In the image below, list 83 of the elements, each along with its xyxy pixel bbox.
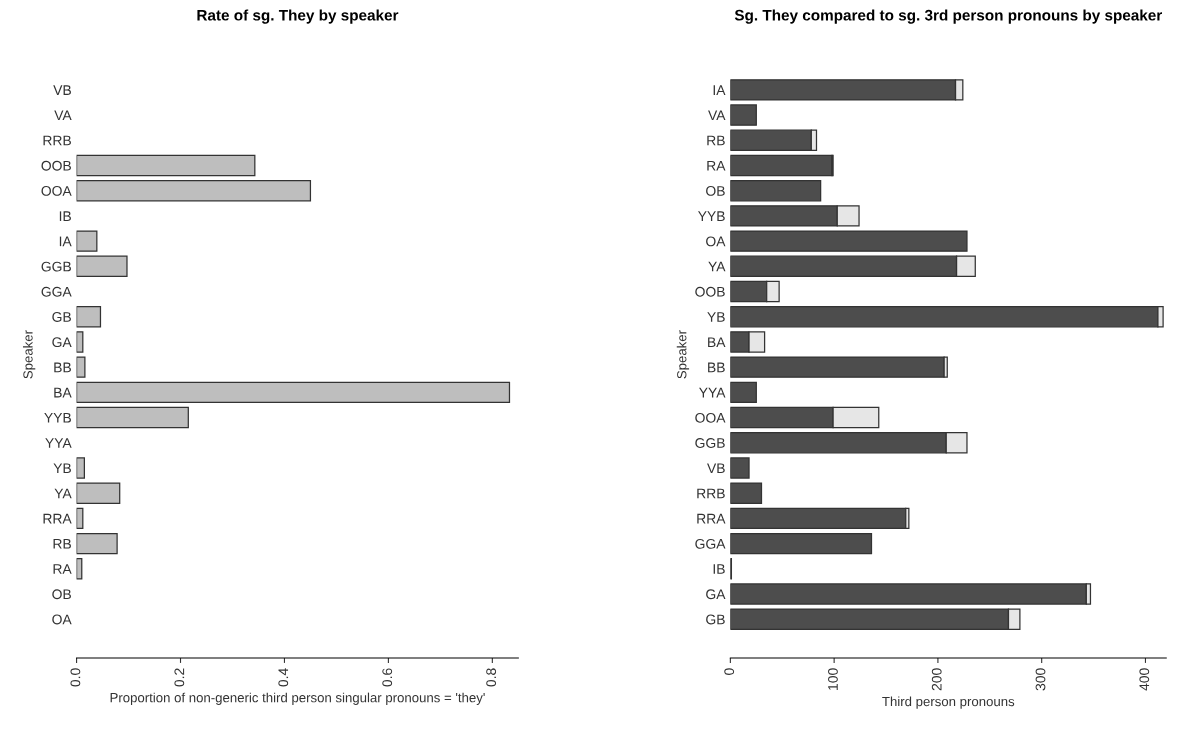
y-tick-label: RB [53, 539, 71, 549]
y-tick-label: IB [59, 211, 71, 221]
y-tick-label: RRA [697, 513, 726, 524]
chart-title: Rate of sg. They by speaker [197, 9, 399, 24]
x-tick-label: 300 [1035, 668, 1046, 691]
x-tick-label: 200 [931, 668, 942, 691]
y-tick-label: IB [713, 564, 725, 574]
bar [76, 381, 511, 404]
bar [730, 583, 1087, 605]
y-tick-label: RA [53, 564, 72, 574]
bar [730, 104, 757, 126]
y-tick-label: YB [53, 463, 71, 473]
y-axis-title: Speaker [22, 330, 36, 379]
y-tick-label: GB [52, 312, 71, 322]
bar [730, 482, 763, 504]
bar [730, 230, 968, 252]
y-tick-label: OA [706, 236, 726, 247]
bar [76, 255, 128, 278]
y-tick-label: GA [706, 589, 726, 600]
bar [730, 154, 833, 177]
y-tick-label: RRB [43, 135, 71, 146]
y-tick-label: BA [54, 387, 72, 398]
y-tick-label: YYA [45, 438, 72, 448]
bar [730, 179, 822, 202]
y-tick-label: IA [59, 236, 72, 247]
y-tick-label: RB [707, 135, 725, 146]
y-tick-label: RRA [43, 513, 72, 524]
bar [76, 331, 84, 353]
x-tick-label: 400 [1139, 668, 1150, 691]
y-tick-label: IA [713, 85, 726, 95]
x-axis-title: Third person pronouns [882, 696, 1015, 709]
y-tick-label: GGB [41, 261, 71, 272]
x-tick-label: 0.2 [174, 668, 185, 687]
y-tick-label: VA [54, 110, 72, 121]
y-tick-label: RRB [697, 488, 725, 499]
x-tick-label: 0 [724, 668, 735, 675]
y-tick-label: OOA [695, 412, 726, 423]
y-tick-label: BB [708, 362, 725, 373]
chart-title: Sg. They compared to sg. 3rd person pronouns by speaker [734, 9, 1163, 24]
bar [76, 230, 98, 252]
y-tick-label: VB [707, 463, 725, 473]
y-tick-label: OOB [41, 160, 71, 171]
bar [730, 356, 945, 378]
y-tick-label: BB [54, 362, 71, 373]
bar [76, 306, 102, 328]
x-tick-label: 0.6 [382, 668, 393, 687]
y-tick-label: GGA [695, 538, 726, 549]
y-tick-label: OB [706, 186, 725, 196]
x-tick-label: 0.4 [278, 668, 289, 687]
bar [730, 381, 757, 404]
bar [76, 179, 312, 202]
bar [76, 532, 118, 555]
bar [730, 457, 750, 479]
x-tick-label: 100 [828, 668, 838, 690]
y-tick-label: OB [52, 589, 71, 600]
x-axis-title: Proportion of non-generic third person singular pronouns = 'they' [110, 692, 485, 705]
bar [76, 154, 256, 177]
y-tick-label: RA [707, 160, 726, 171]
y-tick-label: YYA [699, 387, 726, 398]
bar [76, 457, 85, 479]
y-tick-label: GB [706, 614, 725, 625]
y-tick-label: YA [54, 488, 72, 499]
y-tick-label: OOA [41, 186, 72, 196]
y-tick-label: GA [52, 337, 72, 348]
y-tick-label: YA [708, 261, 726, 272]
x-tick-label: 0.8 [486, 668, 497, 687]
bar [730, 507, 907, 530]
y-tick-label: YB [707, 312, 725, 322]
y-axis-title: Speaker [676, 330, 690, 379]
y-tick-label: GGB [695, 438, 725, 448]
y-tick-label: VB [53, 85, 71, 95]
bar [76, 356, 86, 378]
bar [76, 482, 121, 504]
bar [730, 532, 873, 555]
bar [76, 406, 189, 429]
y-tick-label: VA [708, 110, 726, 121]
y-tick-label: OOB [695, 286, 725, 297]
y-tick-label: YYB [44, 413, 71, 423]
y-tick-label: YYB [698, 211, 725, 221]
y-tick-label: OA [52, 614, 72, 625]
x-tick-label: 0.0 [70, 668, 81, 687]
y-tick-label: GGA [41, 286, 72, 297]
y-tick-label: BA [708, 337, 726, 347]
